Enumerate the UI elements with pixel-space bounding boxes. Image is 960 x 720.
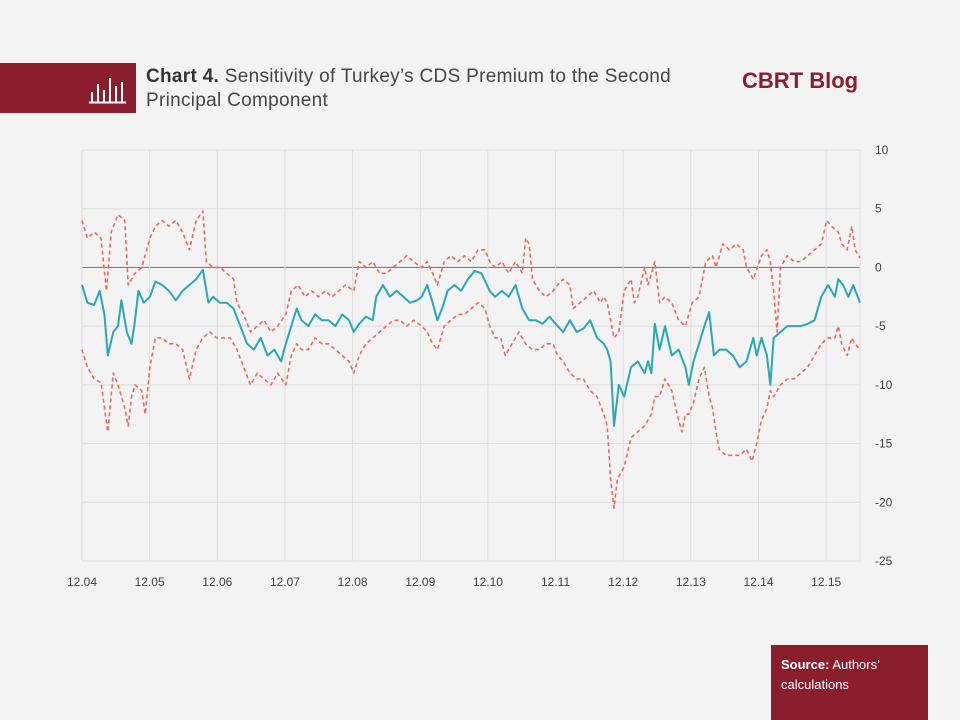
x-tick-label: 12.14 (744, 575, 774, 589)
chart-grid (81, 149, 861, 562)
series-line-band (81, 301, 861, 509)
chart-number: Chart 4. (146, 66, 220, 87)
chart-title: Chart 4. Sensitivity of Turkey’s CDS Pre… (146, 65, 706, 113)
y-tick-label: 10 (875, 143, 889, 157)
y-tick-label: -5 (875, 319, 886, 333)
x-tick-label: 12.10 (473, 575, 503, 589)
x-tick-label: 12.08 (338, 575, 368, 589)
chart-series (81, 210, 861, 509)
chart-ticks: 10 5 0 -5 -10 -15 -20 -25 12.04 12.05 12.06 12.07 12… (67, 143, 893, 589)
series-line-main (81, 268, 861, 427)
chart-title-text: Sensitivity of Turkey’s CDS Premium to t… (146, 66, 671, 111)
y-tick-label: -20 (875, 495, 893, 509)
brand-logo-text: CBRT Blog (742, 68, 859, 93)
source-note: Source: Authors’ calculations (771, 645, 928, 720)
x-tick-label: 12.04 (67, 575, 97, 589)
x-tick-label: 12.07 (270, 575, 300, 589)
x-tick-label: 12.09 (405, 575, 435, 589)
source-label: Source: (781, 657, 830, 672)
x-tick-label: 12.06 (202, 575, 232, 589)
x-tick-label: 12.12 (608, 575, 638, 589)
y-tick-label: -25 (875, 554, 893, 568)
title-band (0, 63, 136, 113)
y-tick-label: -10 (875, 378, 893, 392)
bar-chart-icon (89, 78, 126, 104)
y-tick-label: -15 (875, 437, 893, 451)
y-tick-label: 5 (875, 202, 882, 216)
x-tick-label: 12.05 (135, 575, 165, 589)
source-text: Authors’ calculations (781, 657, 880, 692)
series-line-band (81, 210, 861, 339)
x-tick-label: 12.15 (811, 575, 841, 589)
x-tick-label: 12.13 (676, 575, 706, 589)
x-tick-label: 12.11 (541, 575, 570, 589)
y-tick-label: 0 (875, 260, 882, 274)
